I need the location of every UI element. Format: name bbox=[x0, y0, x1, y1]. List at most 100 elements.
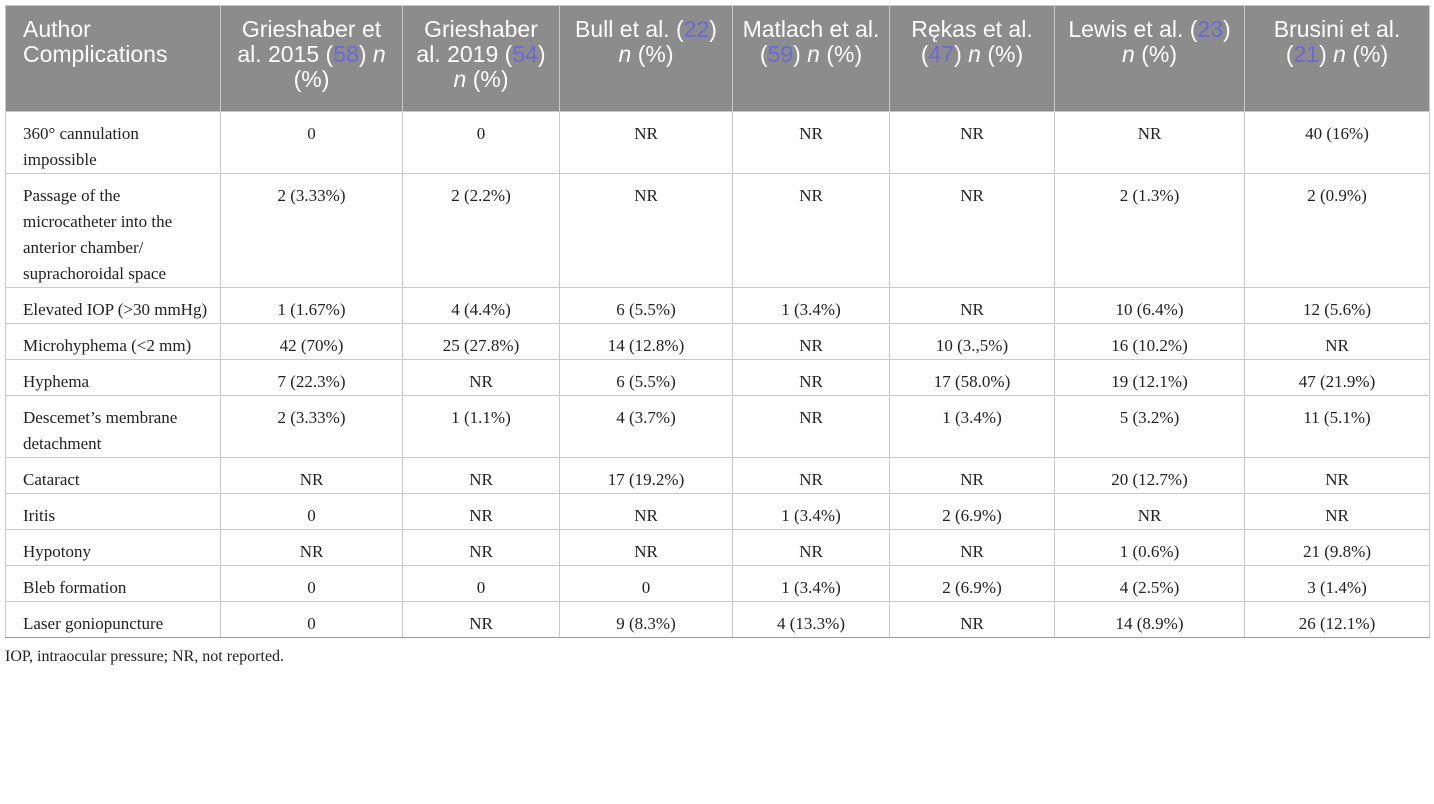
table-cell: 7 (22.3%) bbox=[220, 359, 403, 396]
table-cell: NR bbox=[732, 457, 890, 494]
table-row: Hyphema 7 (22.3%) NR 6 (5.5%) NR 17 (58.0%) 19… bbox=[5, 359, 1430, 396]
table-cell: NR bbox=[1244, 493, 1430, 530]
header-text-pre: Brusini et al. ( bbox=[1273, 16, 1401, 67]
header-text-post-open: ) bbox=[1319, 41, 1334, 67]
header-text-tail: (%) bbox=[1134, 41, 1177, 67]
reference-link[interactable]: 23 bbox=[1197, 16, 1224, 42]
table-cell: 14 (8.9%) bbox=[1054, 601, 1245, 638]
table-cell: NR bbox=[732, 529, 890, 566]
table-cell: 2 (3.33%) bbox=[220, 173, 403, 288]
table-body: 360° cannulation impossible 0 0 NR NR NR NR 40 … bbox=[5, 111, 1430, 638]
table-cell: NR bbox=[220, 457, 403, 494]
table-cell: NR bbox=[889, 287, 1055, 324]
reference-link[interactable]: 58 bbox=[333, 41, 359, 67]
table-cell: 20 (12.7%) bbox=[1054, 457, 1245, 494]
header-text-post-open: ) bbox=[709, 16, 717, 42]
table-cell: NR bbox=[732, 111, 890, 174]
header-text-tail: (%) bbox=[980, 41, 1024, 67]
table-row: Cataract NR NR 17 (19.2%) NR NR 20 (12.7%) NR bbox=[5, 457, 1430, 494]
header-column-4: Matlach et al. (59) n (%) bbox=[732, 5, 890, 112]
table-cell: 25 (27.8%) bbox=[402, 323, 560, 360]
table-cell: NR bbox=[559, 493, 733, 530]
table-cell: 17 (19.2%) bbox=[559, 457, 733, 494]
table-cell: NR bbox=[889, 111, 1055, 174]
table-cell: 2 (2.2%) bbox=[402, 173, 560, 288]
header-text-post-open: ) bbox=[954, 41, 969, 67]
complications-table-container: Author Complications Grieshaber et al. 2… bbox=[5, 5, 1430, 667]
reference-link[interactable]: 54 bbox=[512, 41, 538, 67]
table-cell: NR bbox=[732, 173, 890, 288]
table-cell: 1 (3.4%) bbox=[732, 287, 890, 324]
table-cell: 2 (3.33%) bbox=[220, 395, 403, 458]
table-row: Iritis 0 NR NR 1 (3.4%) 2 (6.9%) NR NR bbox=[5, 493, 1430, 530]
header-text-pre: Rękas et al. ( bbox=[911, 16, 1033, 67]
row-label: Hypotony bbox=[5, 529, 221, 566]
table-cell: NR bbox=[220, 529, 403, 566]
header-column-7: Brusini et al. (21) n (%) bbox=[1244, 5, 1430, 112]
header-text-post-open: ) bbox=[358, 41, 373, 67]
table-cell: 0 bbox=[220, 111, 403, 174]
table-cell: 26 (12.1%) bbox=[1244, 601, 1430, 638]
table-cell: 1 (1.67%) bbox=[220, 287, 403, 324]
header-text-pre: Grieshaber al. 2019 ( bbox=[416, 16, 538, 67]
table-cell: 4 (2.5%) bbox=[1054, 565, 1245, 602]
table-cell: 0 bbox=[559, 565, 733, 602]
table-cell: NR bbox=[889, 457, 1055, 494]
table-cell: NR bbox=[559, 529, 733, 566]
table-cell: 0 bbox=[402, 565, 560, 602]
header-text-n: n bbox=[372, 41, 386, 67]
table-cell: 0 bbox=[220, 493, 403, 530]
table-cell: 6 (5.5%) bbox=[559, 359, 733, 396]
reference-link[interactable]: 59 bbox=[767, 41, 794, 67]
table-cell: 2 (6.9%) bbox=[889, 493, 1055, 530]
table-cell: 1 (1.1%) bbox=[402, 395, 560, 458]
table-cell: NR bbox=[1054, 111, 1245, 174]
table-cell: 11 (5.1%) bbox=[1244, 395, 1430, 458]
row-label: Laser goniopuncture bbox=[5, 601, 221, 638]
header-text-tail: (%) bbox=[1345, 41, 1389, 67]
table-cell: 17 (58.0%) bbox=[889, 359, 1055, 396]
header-text-pre: Grieshaber et al. 2015 ( bbox=[237, 16, 382, 67]
table-cell: 12 (5.6%) bbox=[1244, 287, 1430, 324]
header-text-tail: (%) bbox=[819, 41, 863, 67]
table-cell: 40 (16%) bbox=[1244, 111, 1430, 174]
table-cell: 10 (6.4%) bbox=[1054, 287, 1245, 324]
table-cell: NR bbox=[402, 359, 560, 396]
table-cell: 16 (10.2%) bbox=[1054, 323, 1245, 360]
table-cell: 4 (4.4%) bbox=[402, 287, 560, 324]
complications-table: Author Complications Grieshaber et al. 2… bbox=[5, 5, 1430, 638]
header-text-n: n bbox=[968, 41, 981, 67]
header-text-tail: (%) bbox=[631, 41, 674, 67]
table-cell: NR bbox=[889, 529, 1055, 566]
header-text-n: n bbox=[807, 41, 820, 67]
table-cell: NR bbox=[559, 173, 733, 288]
reference-link[interactable]: 47 bbox=[928, 41, 955, 67]
table-row: Descemet’s membrane detachment 2 (3.33%) 1… bbox=[5, 395, 1430, 458]
table-cell: 21 (9.8%) bbox=[1244, 529, 1430, 566]
table-cell: NR bbox=[402, 493, 560, 530]
header-text-post-open: ) bbox=[537, 41, 546, 67]
header-text-post-open: ) bbox=[793, 41, 808, 67]
header-row: Author Complications Grieshaber et al. 2… bbox=[5, 5, 1430, 112]
table-cell: NR bbox=[402, 529, 560, 566]
table-cell: 0 bbox=[220, 601, 403, 638]
reference-link[interactable]: 21 bbox=[1293, 41, 1320, 67]
row-label: Elevated IOP (>30 mmHg) bbox=[5, 287, 221, 324]
header-column-2: Grieshaber al. 2019 (54) n (%) bbox=[402, 5, 560, 112]
table-cell: 19 (12.1%) bbox=[1054, 359, 1245, 396]
table-row: Microhyphema (<2 mm) 42 (70%) 25 (27.8%) 14… bbox=[5, 323, 1430, 360]
reference-link[interactable]: 22 bbox=[683, 16, 710, 42]
table-cell: NR bbox=[1054, 493, 1245, 530]
table-cell: NR bbox=[1244, 323, 1430, 360]
header-author-complications: Author Complications bbox=[5, 5, 221, 112]
row-label: Cataract bbox=[5, 457, 221, 494]
header-text-n: n bbox=[618, 41, 632, 67]
table-cell: 47 (21.9%) bbox=[1244, 359, 1430, 396]
table-header: Author Complications Grieshaber et al. 2… bbox=[5, 5, 1430, 112]
header-column-6: Lewis et al. (23) n (%) bbox=[1054, 5, 1245, 112]
table-cell: 1 (0.6%) bbox=[1054, 529, 1245, 566]
table-cell: 2 (6.9%) bbox=[889, 565, 1055, 602]
table-cell: 4 (13.3%) bbox=[732, 601, 890, 638]
table-cell: 0 bbox=[220, 565, 403, 602]
table-cell: NR bbox=[402, 601, 560, 638]
